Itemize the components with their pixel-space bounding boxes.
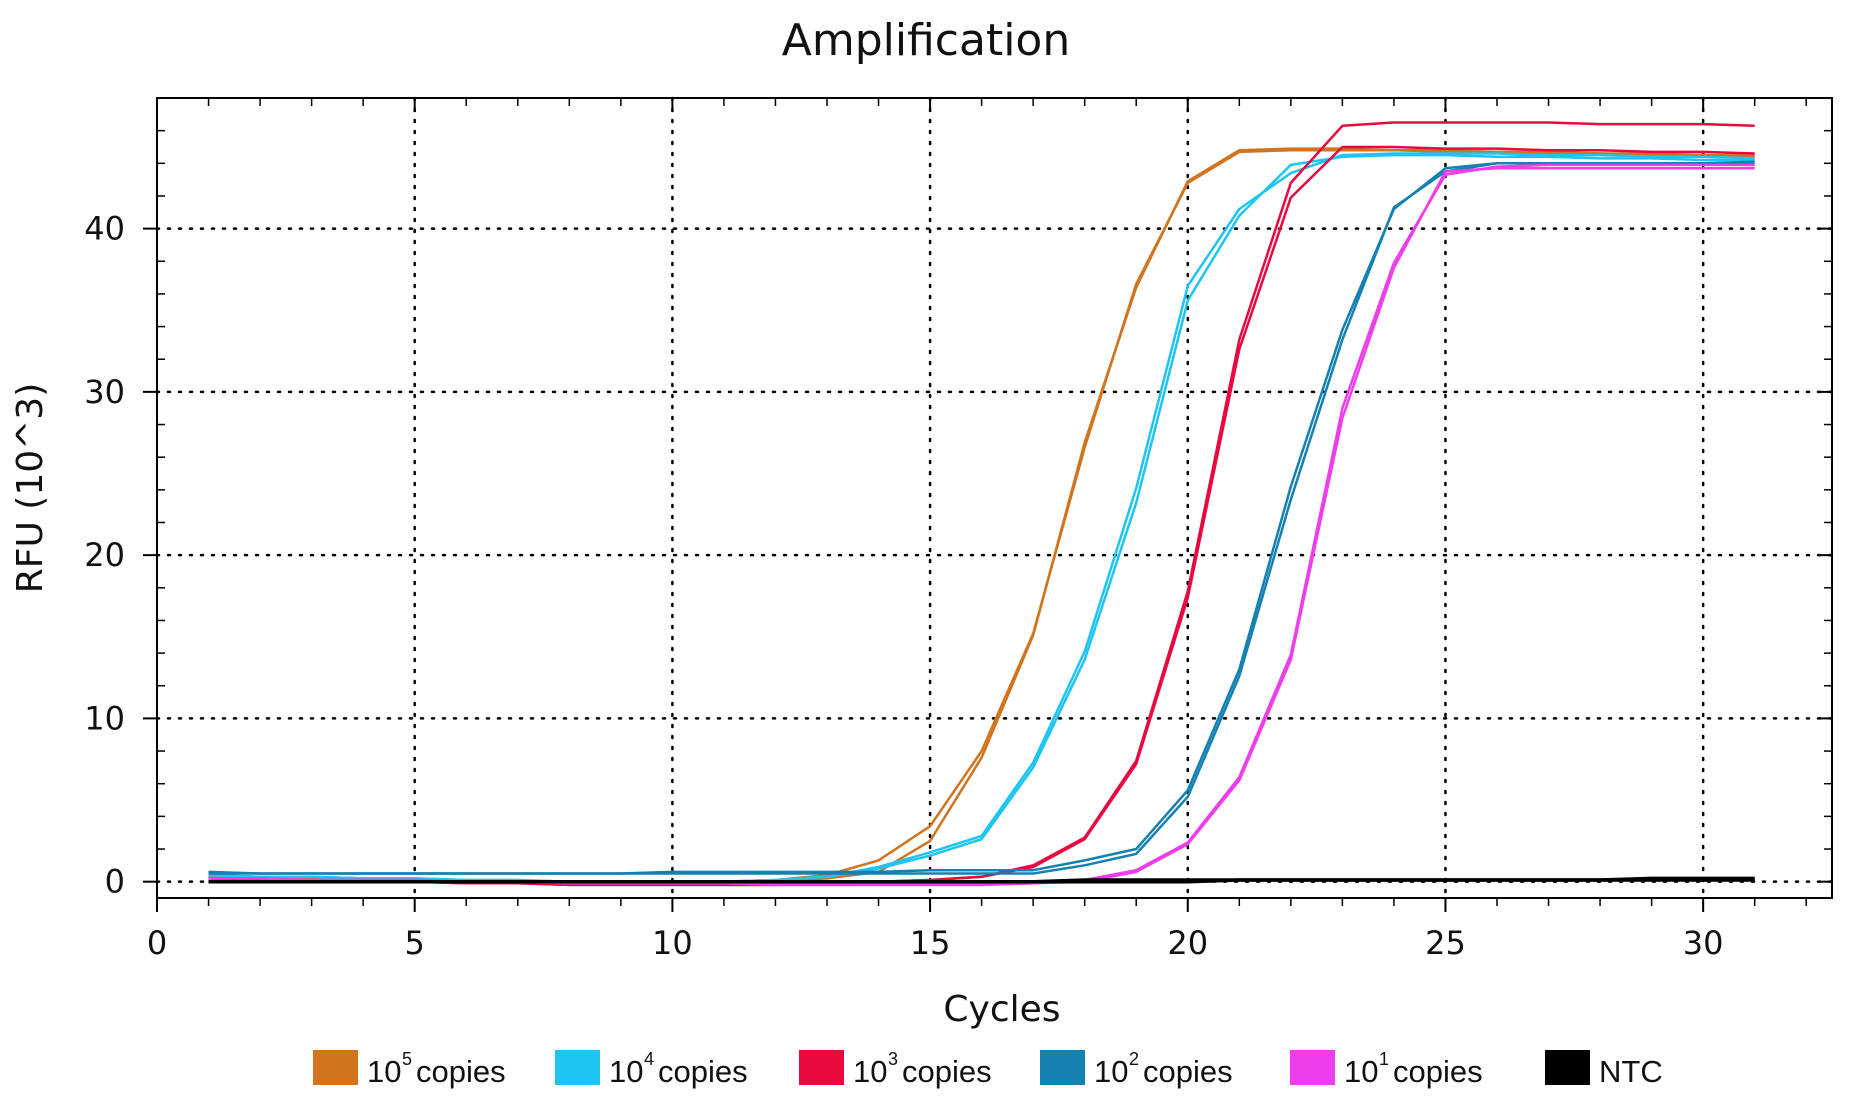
legend-label: NTC — [1599, 1054, 1663, 1089]
legend-swatch — [1040, 1050, 1085, 1085]
legend-swatch — [313, 1050, 358, 1085]
series-line — [208, 147, 1755, 885]
legend-label-suffix: copies — [416, 1054, 506, 1089]
legend-item: 10 3 copies — [799, 1049, 992, 1089]
series-line — [208, 145, 1755, 887]
y-tick-label: 40 — [84, 210, 125, 248]
series-line — [208, 162, 1755, 875]
chart-title: Amplification — [782, 15, 1071, 66]
legend-swatch — [555, 1050, 600, 1085]
legend-swatch — [799, 1050, 844, 1085]
y-tick-label: 0 — [105, 863, 125, 901]
y-axis-label: RFU (10^3) — [10, 383, 51, 593]
x-tick-label: 0 — [147, 924, 167, 962]
x-tick-label: 5 — [405, 924, 425, 962]
legend-label-superscript: 3 — [888, 1049, 898, 1069]
legend-item: 10 5 copies — [313, 1049, 506, 1089]
series-4 — [208, 163, 1755, 887]
x-tick-label: 30 — [1683, 924, 1724, 962]
minor-ticks — [157, 97, 1832, 906]
series-line — [208, 166, 1755, 887]
legend-swatch — [1545, 1050, 1590, 1085]
legend-item: 10 4 copies — [555, 1049, 748, 1089]
y-tick-label: 10 — [84, 699, 125, 737]
x-axis-ticks: 0 5 10 15 20 25 30 — [147, 98, 1724, 962]
series-line — [208, 152, 1755, 883]
legend-label: 10 — [367, 1054, 401, 1089]
legend-swatch — [1290, 1050, 1335, 1085]
x-axis-label: Cycles — [943, 989, 1060, 1030]
legend-item: 10 1 copies — [1290, 1049, 1483, 1089]
legend-label-suffix: copies — [658, 1054, 748, 1089]
series-line — [208, 163, 1755, 887]
x-tick-label: 15 — [910, 924, 951, 962]
legend-label-suffix: copies — [902, 1054, 992, 1089]
series-5 — [208, 876, 1755, 884]
legend-label: 10 — [1094, 1054, 1128, 1089]
grid — [155, 96, 1834, 900]
legend-label: 10 — [853, 1054, 887, 1089]
x-tick-label: 25 — [1425, 924, 1466, 962]
legend-label-suffix: copies — [1143, 1054, 1233, 1089]
legend-label-suffix: copies — [1393, 1054, 1483, 1089]
series-2 — [208, 121, 1755, 887]
legend-label-superscript: 5 — [402, 1049, 412, 1069]
plot-frame — [156, 97, 1833, 899]
legend-label: 10 — [1344, 1054, 1378, 1089]
series-line — [208, 160, 1755, 875]
series-layer — [208, 121, 1755, 887]
series-line — [208, 121, 1755, 887]
x-tick-label: 20 — [1167, 924, 1208, 962]
legend-item: NTC — [1545, 1050, 1663, 1089]
legend-label-superscript: 2 — [1129, 1049, 1139, 1069]
y-axis-ticks: 0 10 20 30 40 — [84, 210, 1832, 901]
series-line — [208, 148, 1755, 885]
legend-label-superscript: 1 — [1379, 1049, 1389, 1069]
series-line — [208, 153, 1755, 883]
series-1 — [208, 152, 1755, 883]
legend-item: 10 2 copies — [1040, 1049, 1233, 1089]
series-3 — [208, 160, 1755, 875]
y-tick-label: 30 — [84, 373, 125, 411]
legend: 10 5 copies 10 4 copies 10 3 copies 10 2 copies 10 1 c… — [313, 1049, 1663, 1089]
y-tick-label: 20 — [84, 536, 125, 574]
series-0 — [208, 147, 1755, 885]
x-tick-label: 10 — [652, 924, 693, 962]
series-line — [208, 878, 1755, 884]
legend-label-superscript: 4 — [644, 1049, 654, 1069]
legend-label: 10 — [609, 1054, 643, 1089]
